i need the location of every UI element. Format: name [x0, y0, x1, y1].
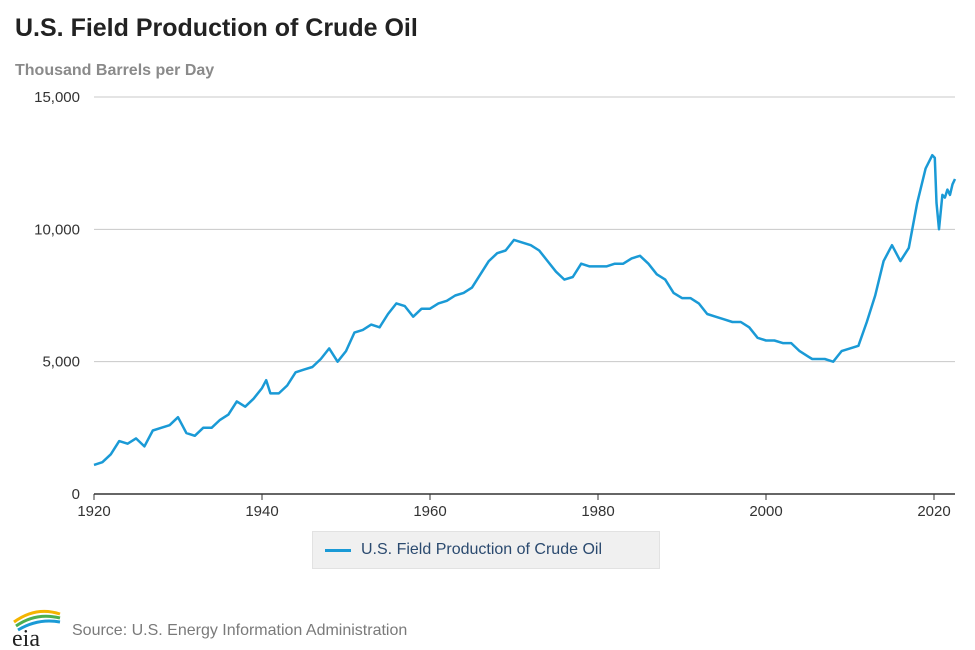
- series-line: [93, 153, 957, 467]
- x-tick-label: 1960: [413, 503, 446, 520]
- y-tick-label: 10,000: [34, 221, 80, 238]
- legend-swatch: [325, 548, 351, 552]
- legend-label: U.S. Field Production of Crude Oil: [361, 541, 602, 558]
- y-tick-label: 5,000: [42, 354, 80, 371]
- x-tick-label: 2000: [749, 503, 782, 520]
- source-text: Source: U.S. Energy Information Administ…: [72, 622, 408, 639]
- logo-text: eia: [12, 626, 40, 648]
- x-tick-label: 2020: [917, 503, 950, 520]
- chart-subtitle: Thousand Barrels per Day: [15, 62, 215, 79]
- x-tick-label: 1980: [581, 503, 614, 520]
- line-chart: 0 5,000 10,000 15,000 1920 1940 1960 1980 2000 20…: [34, 89, 957, 520]
- footer: eia Source: U.S. Energy Information Admi…: [8, 604, 407, 648]
- y-tick-label: 15,000: [34, 89, 80, 106]
- x-tick-label: 1920: [77, 503, 110, 520]
- eia-logo-icon: eia: [12, 609, 61, 648]
- x-tick-label: 1940: [245, 503, 278, 520]
- legend[interactable]: U.S. Field Production of Crude Oil: [312, 531, 660, 569]
- y-tick-label: 0: [72, 486, 80, 503]
- chart-title: U.S. Field Production of Crude Oil: [15, 14, 418, 42]
